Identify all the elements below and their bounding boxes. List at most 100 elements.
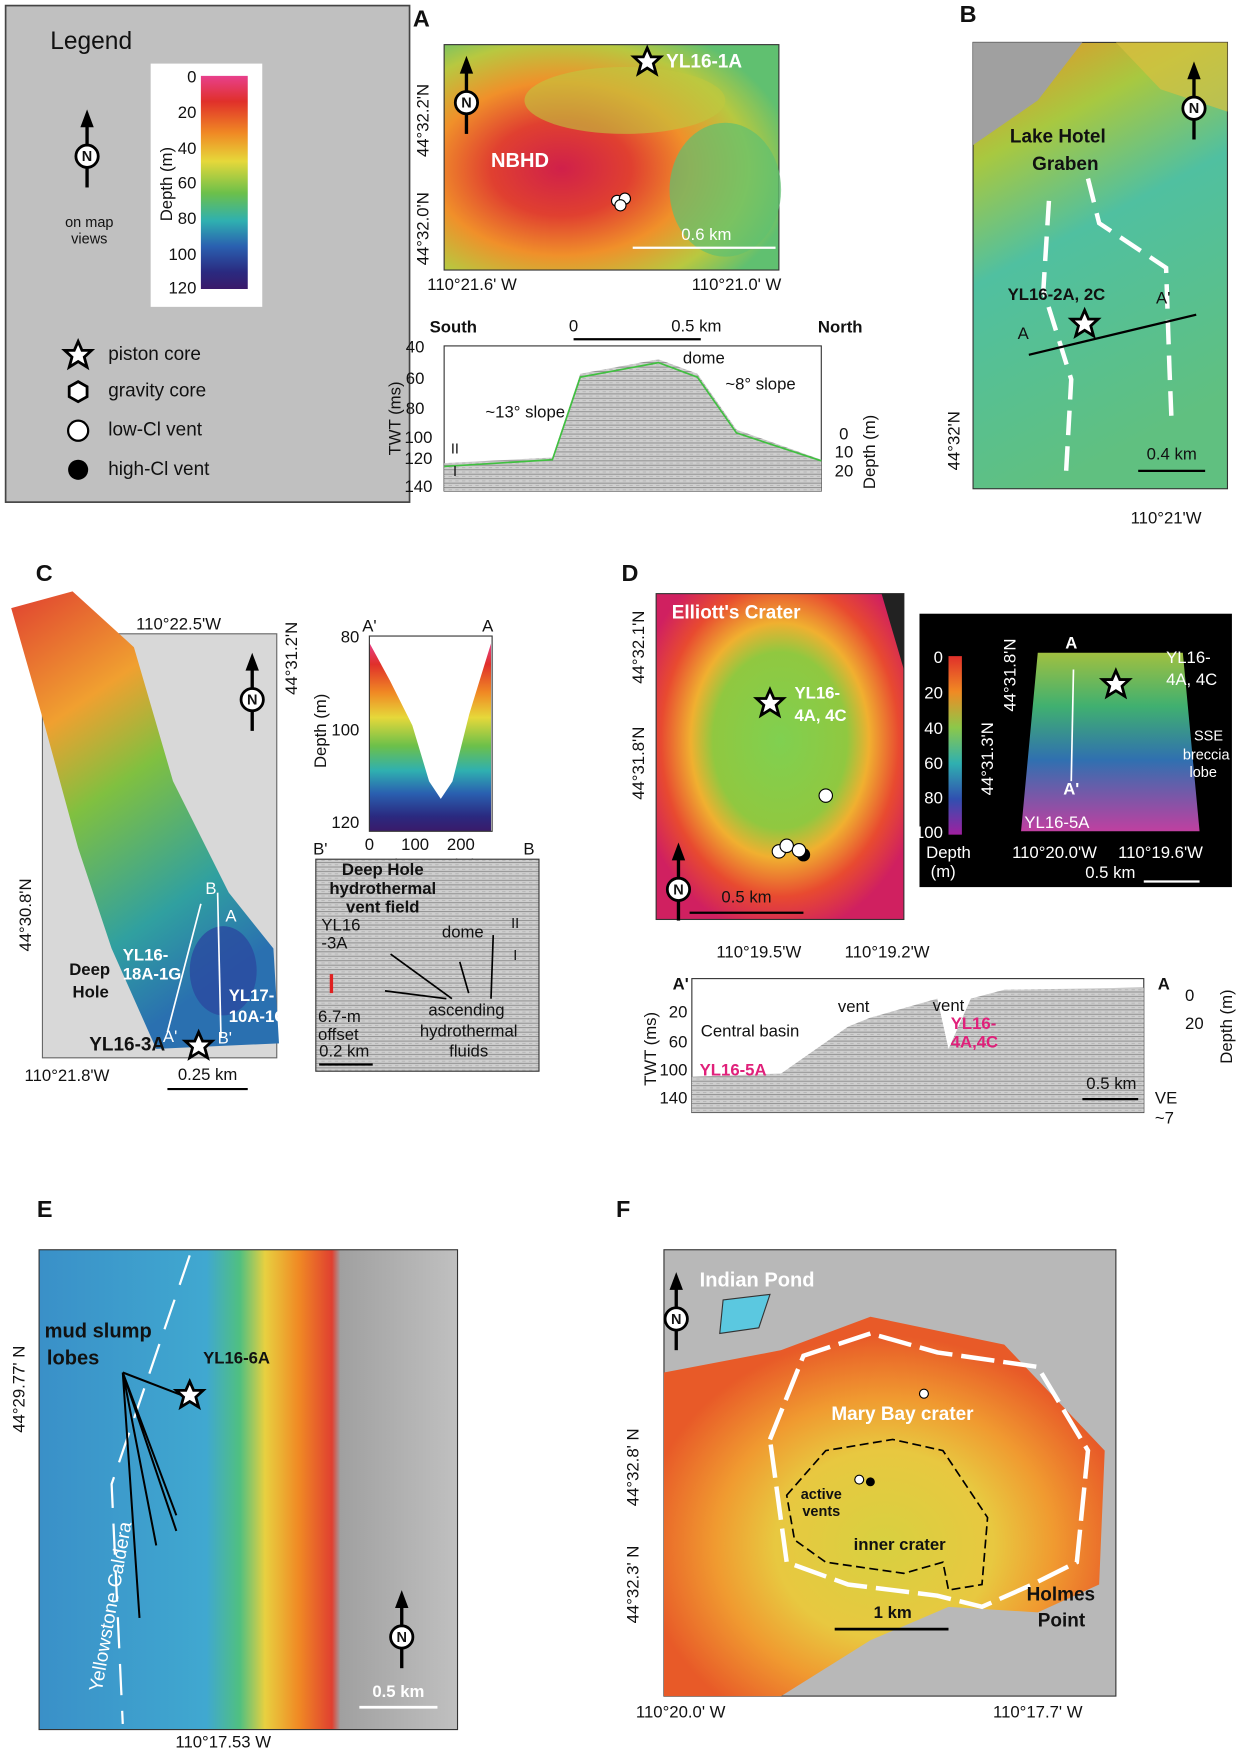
core-label: YL16 [321, 916, 360, 935]
tick-label: 80 [341, 628, 360, 647]
note: breccia [1183, 747, 1231, 763]
lon-label: 110°21'W [1131, 508, 1202, 527]
tick-label: 120 [331, 813, 359, 832]
lat-label: 44°31.3'N [978, 722, 997, 795]
feature-label: mud slump [45, 1321, 152, 1343]
feature-label: Mary Bay crater [831, 1404, 974, 1425]
legend-item: low-Cl vent [108, 420, 202, 441]
tick-label: 60 [178, 174, 197, 193]
core-label: 4A, 4C [795, 706, 847, 725]
section-label: A [1158, 975, 1170, 994]
map-shape [780, 839, 793, 852]
tick-label: 0 [187, 68, 196, 87]
lon-label: 110°19.2'W [845, 942, 930, 961]
map-shape [949, 656, 962, 835]
note: active [801, 1487, 842, 1503]
section-label: A' [673, 975, 689, 994]
map-shape [792, 844, 805, 857]
tick-label: 60 [669, 1033, 688, 1052]
section-label: B' [313, 840, 327, 859]
note: SSE [1194, 728, 1223, 744]
scale-label: 0.4 km [1147, 445, 1197, 464]
tick-label: 80 [406, 399, 425, 418]
tick-label: 0 [839, 425, 848, 444]
feature-label: Lake Hotel [1010, 126, 1106, 147]
unit-label: II [451, 442, 459, 458]
lat-label: 44°32.8' N [623, 1428, 642, 1506]
seismic-title: vent field [346, 898, 419, 917]
figure: Legend 0 20 40 60 80 100 120 Depth (m) N… [0, 0, 1242, 1753]
note: views [71, 232, 107, 248]
axis-label: Depth (m) [157, 147, 176, 221]
profile-end: South [430, 317, 477, 336]
tick-label: 20 [924, 683, 943, 702]
note: vent [933, 996, 965, 1015]
tick-label: 20 [835, 461, 854, 480]
note: ~8° slope [725, 374, 795, 393]
lat-label: 44°31.8'N [1000, 639, 1019, 712]
panel-letter: F [616, 1196, 630, 1222]
core-label: YL16- [123, 946, 169, 965]
core-label: YL17- [229, 986, 275, 1005]
feature-label: Point [1038, 1610, 1086, 1631]
feature-label: Deep [69, 960, 110, 979]
tick-label: 100 [331, 720, 359, 739]
note: dome [683, 349, 725, 368]
tick-label: 140 [659, 1089, 687, 1108]
north-label: N [82, 149, 92, 165]
tick-label: 80 [178, 209, 197, 228]
lat-label: 44°29.77' N [10, 1346, 29, 1433]
core-label: YL16-5A [1024, 813, 1090, 832]
map-shape [656, 594, 904, 920]
panel-d: D N Elliott's Crater YL16- 4A, 4C 0.5 km… [622, 560, 1236, 1128]
section-label: A [1065, 633, 1077, 652]
scale-label: 0.5 km [1085, 863, 1135, 882]
section-label: B [205, 879, 216, 898]
axis-label: Depth (m) [1217, 989, 1236, 1063]
map-shape [68, 460, 88, 480]
lat-label: 44°31.8'N [629, 727, 648, 800]
section-label: A [482, 617, 494, 636]
tick-label: 100 [401, 835, 429, 854]
core-label: YL16- [951, 1014, 997, 1033]
scale-label: 0.5 km [372, 1682, 424, 1701]
map-shape [68, 421, 88, 441]
feature-label: Hole [73, 983, 109, 1002]
tick-label: 100 [659, 1061, 687, 1080]
core-label: 10A-1G [229, 1007, 288, 1026]
map-shape [369, 642, 491, 832]
axis-label: TWT (ms) [641, 1012, 660, 1086]
feature-label: Elliott's Crater [672, 603, 801, 624]
note: vent [838, 997, 870, 1016]
north-label: N [1189, 101, 1199, 117]
lon-label: 110°21.8'W [25, 1066, 110, 1085]
lat-label: 44°32'N [945, 411, 964, 470]
feature-label: lobes [47, 1347, 99, 1369]
tick-label: 20 [669, 1003, 688, 1022]
map-shape [919, 1389, 928, 1398]
lat-label: 44°32.2'N [413, 84, 432, 157]
axis-label: Depth (m) [860, 415, 879, 489]
tick-label: 0 [1185, 986, 1194, 1005]
tick-label: 40 [924, 719, 943, 738]
panel-letter: C [36, 560, 53, 586]
north-label: N [396, 1630, 406, 1646]
note: 6.7-m [318, 1007, 361, 1026]
core-label: YL16- [1166, 648, 1211, 667]
tick-label: 120 [405, 449, 433, 468]
seismic-title: Deep Hole [342, 860, 424, 879]
core-label: YL16-3A [89, 1035, 165, 1056]
core-label: 4A, 4C [1166, 670, 1217, 689]
core-label: 4A,4C [951, 1033, 998, 1052]
core-label: 18A-1G [123, 965, 182, 984]
core-label: YL16-1A [666, 52, 742, 73]
note: Central basin [701, 1022, 800, 1041]
section-label: A' [362, 617, 376, 636]
tick-label: 40 [178, 139, 197, 158]
scale-label: 0.25 km [178, 1065, 237, 1084]
tick-label: 100 [169, 245, 197, 264]
axis-label: Depth (m) [311, 694, 330, 768]
core-label: YL16-2A, 2C [1008, 285, 1106, 304]
section-label: A [225, 907, 237, 926]
lon-label: 110°22.5'W [136, 614, 221, 633]
